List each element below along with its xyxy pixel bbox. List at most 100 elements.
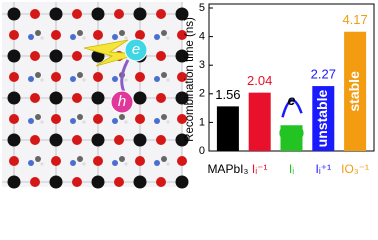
molecule-c [77, 114, 83, 120]
molecule-c [35, 72, 41, 78]
molecule-h [40, 78, 44, 82]
y-tick-label: 5 [199, 2, 205, 14]
molecule-h [166, 162, 170, 166]
lead-atom [91, 7, 105, 21]
molecule-n [112, 34, 118, 40]
lead-atom [49, 133, 63, 147]
hole [110, 90, 134, 114]
lead-atom [7, 91, 21, 105]
lead-atom [91, 133, 105, 147]
lead-atom [49, 49, 63, 63]
iodine-atom [51, 30, 61, 40]
y-tick-label: 0 [199, 145, 205, 157]
molecule-h [82, 36, 86, 40]
iodine-atom [114, 9, 124, 19]
molecule-n [28, 160, 34, 166]
iodine-atom [9, 156, 19, 166]
molecule-n [154, 118, 160, 124]
iodine-atom [30, 177, 40, 187]
molecule-n [28, 118, 34, 124]
iodine-atom [93, 72, 103, 82]
iodine-atom [114, 135, 124, 145]
molecule-c [161, 72, 167, 78]
bar-annotation: e [288, 92, 296, 108]
molecule-n [70, 76, 76, 82]
bar [280, 125, 303, 151]
iodine-atom [30, 51, 40, 61]
iodine-atom [9, 30, 19, 40]
bar [312, 86, 335, 151]
iodine-atom [93, 30, 103, 40]
iodine-atom [30, 9, 40, 19]
molecule-n [154, 76, 160, 82]
iodine-atom [135, 30, 145, 40]
lead-atom [133, 175, 147, 189]
value-label: 4.17 [342, 12, 367, 27]
iodine-atom [177, 72, 187, 82]
molecule-h [124, 120, 128, 124]
molecule-h [40, 162, 44, 166]
iodine-atom [135, 156, 145, 166]
molecule-h [166, 120, 170, 124]
iodine-atom [156, 51, 166, 61]
lead-atom [175, 175, 189, 189]
iodine-atom [72, 135, 82, 145]
bar-annotation: unstable [314, 90, 330, 148]
electron-arrow [281, 99, 303, 118]
lead-atom [133, 91, 147, 105]
molecule-n [154, 34, 160, 40]
molecule-n [28, 76, 34, 82]
molecule-c [161, 30, 167, 36]
x-tick-label: Iᵢ⁻¹ [252, 162, 268, 176]
molecule-h [166, 78, 170, 82]
bar-annotation: stable [346, 71, 362, 112]
iodine-atom [72, 177, 82, 187]
electron [124, 38, 148, 62]
iodine-atom [9, 72, 19, 82]
molecule-n [28, 34, 34, 40]
molecule-c [119, 30, 125, 36]
lead-atom [49, 91, 63, 105]
bar [248, 92, 271, 151]
molecule-n [112, 76, 118, 82]
lead-atom [7, 133, 21, 147]
iodine-atom [93, 114, 103, 124]
molecule-n [112, 160, 118, 166]
x-tick-label: Iᵢ⁺¹ [316, 162, 332, 176]
molecule-c [77, 30, 83, 36]
x-tick-label: IO₃⁻¹ [341, 162, 369, 176]
bar [344, 31, 367, 152]
molecule-n [154, 160, 160, 166]
x-tick-label: Iᵢ [289, 162, 294, 176]
molecule-h [82, 120, 86, 124]
iodine-atom [156, 9, 166, 19]
molecule-c [35, 30, 41, 36]
iodine-atom [72, 9, 82, 19]
iodine-atom [51, 72, 61, 82]
iodine-atom [114, 177, 124, 187]
bar [216, 106, 239, 151]
molecule-n [70, 118, 76, 124]
lead-atom [49, 7, 63, 21]
y-axis-label: Recombination time (ns) [184, 17, 196, 142]
iodine-atom [9, 114, 19, 124]
molecule-h [82, 78, 86, 82]
iodine-atom [156, 177, 166, 187]
molecule-c [35, 156, 41, 162]
x-tick-label: MAPbI₃ [207, 162, 248, 176]
molecule-h [124, 78, 128, 82]
hole-label: h [118, 93, 126, 110]
molecule-h [82, 162, 86, 166]
value-label: 1.56 [215, 87, 240, 102]
molecule-n [70, 160, 76, 166]
molecule-c [119, 114, 125, 120]
molecule-h [124, 162, 128, 166]
y-tick-label: 2 [199, 88, 205, 100]
iodine-atom [135, 72, 145, 82]
iodine-atom [72, 51, 82, 61]
electron-label: e [132, 41, 140, 58]
lead-atom [7, 49, 21, 63]
iodine-atom [51, 156, 61, 166]
